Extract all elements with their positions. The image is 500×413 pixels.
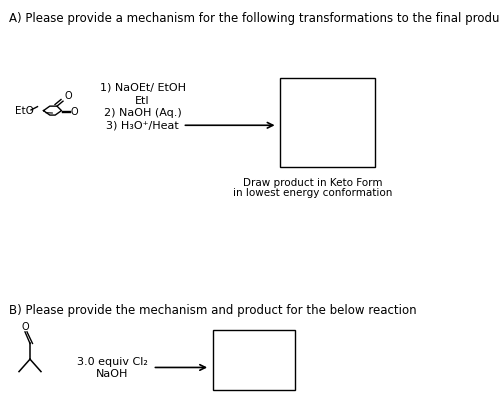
Text: NaOH: NaOH <box>96 368 128 378</box>
Text: 3) H₃O⁺/Heat: 3) H₃O⁺/Heat <box>106 120 179 130</box>
Bar <box>280 78 375 167</box>
Text: EtI: EtI <box>135 96 150 106</box>
Text: O: O <box>70 107 78 116</box>
Text: 1) NaOEt/ EtOH: 1) NaOEt/ EtOH <box>100 83 186 93</box>
Text: Draw product in Keto Form: Draw product in Keto Form <box>243 178 382 188</box>
Text: O: O <box>21 321 29 331</box>
Text: A) Please provide a mechanism for the following transformations to the final pro: A) Please provide a mechanism for the fo… <box>9 12 500 25</box>
Text: in lowest energy conformation: in lowest energy conformation <box>233 188 392 198</box>
Text: 2) NaOH (Aq.): 2) NaOH (Aq.) <box>104 108 182 118</box>
Text: EtO: EtO <box>15 106 34 116</box>
Text: O: O <box>64 91 72 101</box>
Bar <box>212 330 295 390</box>
Text: B) Please provide the mechanism and product for the below reaction: B) Please provide the mechanism and prod… <box>9 304 416 316</box>
Text: 3.0 equiv Cl₂: 3.0 equiv Cl₂ <box>77 356 148 366</box>
